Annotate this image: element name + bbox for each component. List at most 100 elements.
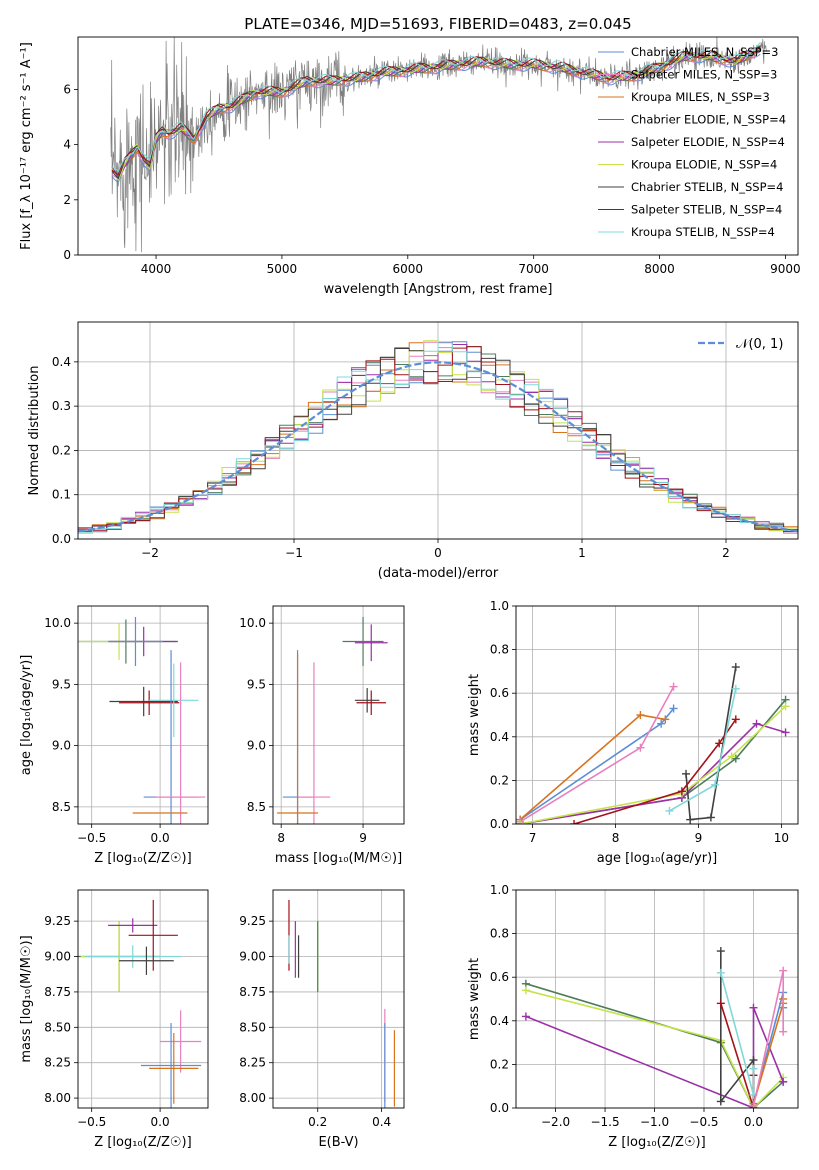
y-tick-label: 0.1 xyxy=(52,488,71,502)
y-tick-label: 10.0 xyxy=(239,616,266,630)
legend-entry: 𝒩(0, 1) xyxy=(736,337,783,352)
error-bar-point xyxy=(109,686,178,717)
weight-marker xyxy=(636,743,645,752)
y-tick-label: 9.5 xyxy=(247,677,266,691)
axes-frame xyxy=(77,36,799,256)
y-tick-label: 0.3 xyxy=(52,399,71,413)
weight-marker xyxy=(781,702,790,711)
panel-age-vs-mass: 8 9 8.5 9.0 9.5 10.0 mass [log₁₀(M/M☉)] xyxy=(239,605,405,866)
y-axis-label: mass [log₁₀(M/M☉)] xyxy=(19,935,34,1062)
weight-marker xyxy=(727,752,736,761)
y-tick-label: 0.2 xyxy=(490,773,509,787)
weight-marker xyxy=(752,719,761,728)
panel-age-vs-Z: −0.5 0.0 8.5 9.0 9.5 10.0 Z [log₁₀(Z/Z☉)] age [… xyxy=(19,605,209,866)
error-bar-point xyxy=(119,946,174,975)
axes-frame xyxy=(272,889,405,1109)
x-axis-label: E(B-V) xyxy=(318,1135,358,1150)
x-tick-label: 8000 xyxy=(644,262,675,276)
y-tick-label: 9.00 xyxy=(44,950,71,964)
panel-mass-vs-Z: −0.5 0.0 8.00 8.25 8.50 8.75 9.00 9.25 Z [log₁₀(… xyxy=(19,889,209,1150)
y-tick-label: 0.4 xyxy=(52,355,71,369)
x-tick-label: −1.0 xyxy=(640,1115,669,1129)
x-axis-label: Z [log₁₀(Z/Z☉)] xyxy=(94,851,191,866)
x-tick-label: 9 xyxy=(359,831,367,845)
y-tick-label: 8.5 xyxy=(247,800,266,814)
y-tick-label: 8.75 xyxy=(44,985,71,999)
y-tick-label: 0.6 xyxy=(490,970,509,984)
weight-line xyxy=(519,722,786,824)
weight-marker xyxy=(716,947,725,956)
error-bar-point xyxy=(277,653,319,824)
error-bar-point xyxy=(108,918,158,933)
weight-marker xyxy=(731,663,740,672)
x-tick-label: 0.0 xyxy=(744,1115,763,1129)
y-tick-label: 0.0 xyxy=(490,1101,509,1115)
x-tick-label: −0.5 xyxy=(689,1115,718,1129)
residual-histogram xyxy=(78,346,798,531)
y-tick-label: 0.0 xyxy=(52,532,71,546)
axes-frame xyxy=(77,321,799,540)
error-bar-point xyxy=(149,1032,199,1104)
x-tick-label: −2.0 xyxy=(541,1115,570,1129)
legend-entry: Salpeter MILES, N_SSP=3 xyxy=(631,68,777,82)
weight-marker xyxy=(677,787,686,796)
weight-marker xyxy=(661,715,670,724)
x-tick-label: 7000 xyxy=(518,262,549,276)
legend-entry: Chabrier ELODIE, N_SSP=4 xyxy=(631,113,786,127)
error-bar-point xyxy=(160,1010,202,1073)
y-tick-label: 6 xyxy=(63,82,71,96)
x-tick-label: 0.0 xyxy=(151,831,170,845)
y-tick-label: 9.0 xyxy=(247,739,266,753)
error-bar-point xyxy=(128,899,178,971)
weight-marker xyxy=(711,780,720,789)
weight-line xyxy=(720,951,755,1104)
x-axis-label: age [log₁₀(age/yr)] xyxy=(597,851,718,866)
plot-area xyxy=(78,899,202,1108)
weight-marker xyxy=(749,1056,758,1065)
weight-line xyxy=(720,1003,755,1108)
y-tick-label: 8.25 xyxy=(239,1056,266,1070)
legend-entry: Kroupa MILES, N_SSP=3 xyxy=(631,90,770,104)
y-tick-label: 9.0 xyxy=(52,739,71,753)
y-tick-label: 9.00 xyxy=(239,950,266,964)
panel-weight-vs-age: 7 8 9 10 0.0 0.2 0.4 0.6 0.8 1.0 age [log₁₀(age/yr… xyxy=(467,599,799,866)
x-tick-label: 0 xyxy=(434,546,442,560)
weight-marker xyxy=(686,815,695,824)
panel-spectrum: 4000 5000 6000 7000 8000 9000 0 2 4 6 wavelength [… xyxy=(19,15,801,297)
weight-line xyxy=(519,705,787,824)
y-tick-label: 0.8 xyxy=(490,643,509,657)
y-tick-label: 0.2 xyxy=(490,1057,509,1071)
plot-area xyxy=(288,899,396,1108)
y-tick-label: 8.00 xyxy=(239,1091,266,1105)
weight-line xyxy=(519,699,787,824)
x-tick-label: −1.5 xyxy=(590,1115,619,1129)
y-tick-label: 0.2 xyxy=(52,443,71,457)
y-tick-label: 9.25 xyxy=(239,914,266,928)
x-tick-label: 1 xyxy=(578,546,586,560)
weight-marker xyxy=(516,820,525,824)
weight-marker xyxy=(779,1027,788,1036)
y-tick-label: 0.0 xyxy=(490,817,509,831)
axes-frame xyxy=(77,605,209,825)
y-tick-label: 8.50 xyxy=(44,1020,71,1034)
plot-area xyxy=(110,37,767,253)
error-bar-point xyxy=(354,688,380,713)
weight-marker xyxy=(781,728,790,737)
weight-marker xyxy=(749,1101,758,1108)
x-tick-label: 4000 xyxy=(141,262,172,276)
model-line xyxy=(111,42,761,173)
y-tick-label: 10.0 xyxy=(44,616,71,630)
weight-marker xyxy=(521,1012,530,1021)
error-bar-point xyxy=(156,662,206,824)
y-axis-label: Normed distribution xyxy=(27,366,42,496)
weight-marker xyxy=(749,1064,758,1073)
error-bar-point xyxy=(108,617,163,667)
y-tick-label: 8.50 xyxy=(239,1020,266,1034)
y-axis-label: mass weight xyxy=(467,958,482,1040)
x-axis-label: Z [log₁₀(Z/Z☉)] xyxy=(608,1135,705,1150)
x-tick-label: −0.5 xyxy=(77,831,106,845)
weight-marker xyxy=(716,1097,725,1106)
x-tick-label: 6000 xyxy=(393,262,424,276)
x-tick-label: 8 xyxy=(612,831,620,845)
x-tick-label: 8 xyxy=(277,831,285,845)
